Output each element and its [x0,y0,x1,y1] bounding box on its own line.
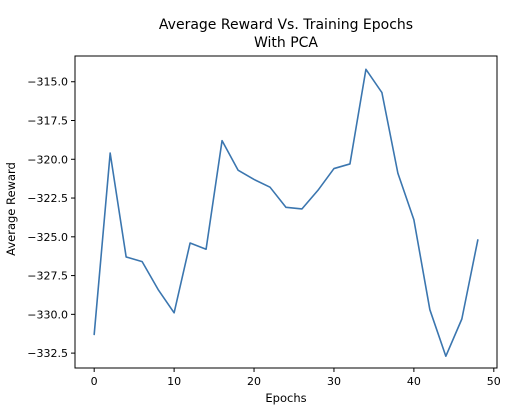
chart-title: Average Reward Vs. Training Epochs [159,17,413,33]
y-tick-label: −315.0 [27,76,68,89]
x-axis-label: Epochs [265,391,306,405]
y-tick-label: −332.5 [27,347,68,360]
x-tick-label: 50 [487,375,501,388]
y-tick-label: −317.5 [27,115,68,128]
y-tick-label: −320.0 [27,153,68,166]
x-tick-label: 0 [91,375,98,388]
chart-subtitle: With PCA [254,35,318,51]
x-tick-label: 10 [167,375,181,388]
plot-frame [74,55,498,369]
y-tick-label: −322.5 [27,192,68,205]
y-tick-label: −327.5 [27,270,68,283]
x-tick-label: 40 [407,375,421,388]
x-tick-label: 20 [247,375,261,388]
series-line-0 [93,68,479,358]
plot-area: 0 10 20 30 40 50 −332.5 −330.0 −327.5 −325.0 −322.… [27,55,501,388]
y-tick-label: −325.0 [27,231,68,244]
y-tick-label: −330.0 [27,308,68,321]
x-tick-label: 30 [327,375,341,388]
y-axis-label: Average Reward [4,162,18,256]
